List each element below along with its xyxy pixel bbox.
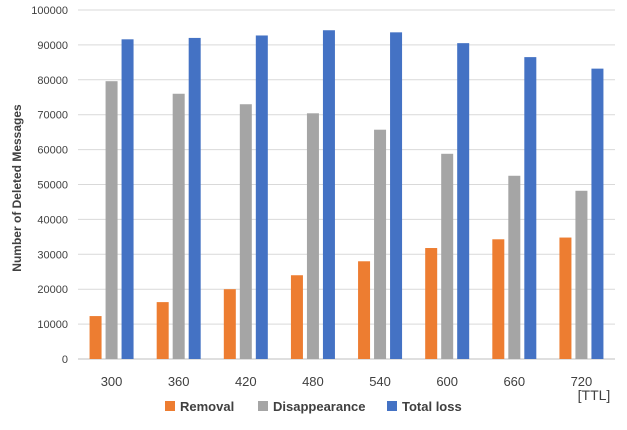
bar-disappearance <box>172 93 185 359</box>
bar-removal <box>89 316 102 359</box>
y-tick-label: 80000 <box>37 75 68 87</box>
y-tick-label: 90000 <box>37 40 68 52</box>
bar-removal <box>559 237 572 359</box>
bar-total-loss <box>121 39 134 359</box>
x-axis-ticks: 300 360 420 480 540 600 660 720 <box>101 374 593 389</box>
x-tick-label: 480 <box>302 374 324 389</box>
bar-total-loss <box>591 68 604 359</box>
bar-disappearance <box>239 104 252 359</box>
y-tick-label: 60000 <box>37 145 68 157</box>
y-tick-label: 20000 <box>37 284 68 296</box>
bar-total-loss <box>524 57 537 360</box>
x-tick-label: 600 <box>436 374 458 389</box>
legend: Removal Disappearance Total loss <box>165 399 462 414</box>
y-tick-label: 50000 <box>37 180 68 192</box>
bar-removal <box>425 248 438 359</box>
y-axis-label: Number of Deleted Messages <box>10 104 24 272</box>
bars <box>89 30 604 360</box>
y-tick-label: 40000 <box>37 214 68 226</box>
bar-disappearance <box>105 81 118 360</box>
bar-total-loss <box>390 32 403 359</box>
bar-disappearance <box>575 190 588 359</box>
legend-entry: Removal <box>180 399 234 414</box>
x-axis-label: [TTL] <box>578 387 611 403</box>
bar-removal <box>156 302 169 359</box>
bar-removal <box>358 261 371 359</box>
bar-removal <box>223 289 236 359</box>
bar-disappearance <box>441 153 454 359</box>
y-tick-label: 100000 <box>31 5 68 17</box>
y-tick-label: 0 <box>62 354 68 366</box>
x-tick-label: 420 <box>235 374 257 389</box>
legend-entry: Disappearance <box>273 399 366 414</box>
x-tick-label: 360 <box>168 374 190 389</box>
legend-entry: Total loss <box>402 399 462 414</box>
y-tick-label: 10000 <box>37 319 68 331</box>
bar-removal <box>290 275 303 359</box>
x-tick-label: 660 <box>503 374 525 389</box>
bar-total-loss <box>188 37 201 360</box>
y-tick-label: 30000 <box>37 249 68 261</box>
bar-total-loss <box>457 43 470 359</box>
x-tick-label: 300 <box>101 374 123 389</box>
bar-total-loss <box>255 35 268 360</box>
legend-swatch <box>165 401 175 411</box>
x-tick-label: 720 <box>571 374 593 389</box>
y-axis-ticks: 0 10000 20000 30000 40000 50000 60000 70000 8000… <box>31 5 68 366</box>
x-tick-label: 540 <box>369 374 391 389</box>
legend-swatch <box>258 401 268 411</box>
bar-removal <box>492 239 505 359</box>
bar-disappearance <box>374 129 387 359</box>
bar-total-loss <box>322 30 335 359</box>
y-tick-label: 70000 <box>37 110 68 122</box>
legend-swatch <box>387 401 397 411</box>
bar-disappearance <box>508 175 521 359</box>
bar-disappearance <box>306 113 319 359</box>
